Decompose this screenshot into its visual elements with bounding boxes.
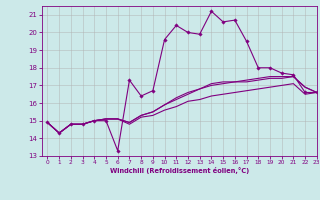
X-axis label: Windchill (Refroidissement éolien,°C): Windchill (Refroidissement éolien,°C): [109, 167, 249, 174]
